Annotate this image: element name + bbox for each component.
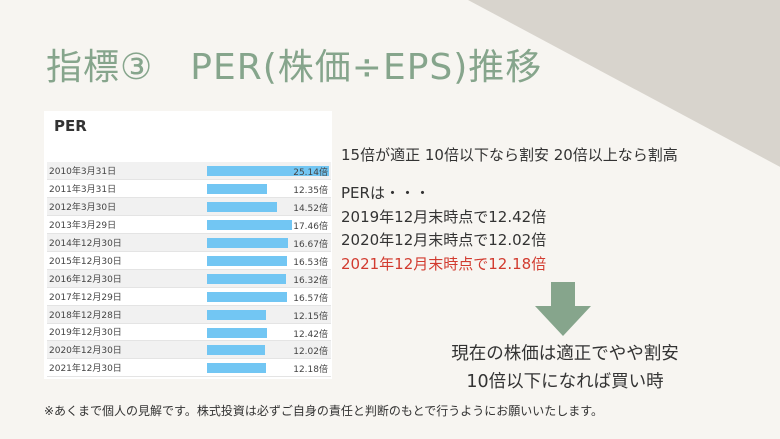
per-table: 2010年3月31日 25.14倍 2011年3月31日 12.35倍 2012年3月3…: [47, 162, 331, 378]
per-row-bar-cell: 16.53倍: [205, 251, 331, 270]
per-value-label: 12.35倍: [293, 186, 328, 197]
per-row-bar-cell: 14.52倍: [205, 197, 331, 217]
down-arrow-icon: [535, 282, 591, 336]
per-row-date: 2013年3月29日: [47, 215, 205, 235]
per-bar: [207, 273, 287, 284]
per-row-bar-cell: 25.14倍: [205, 162, 331, 181]
per-row-date: 2020年12月30日: [47, 340, 205, 360]
per-table-row: 2013年3月29日 17.46倍: [47, 215, 331, 235]
per-row-date: 2015年12月30日: [47, 251, 205, 270]
conclusion: 現在の株価は適正でやや割安 10倍以下になれば買い時: [400, 340, 730, 396]
per-table-row: 2018年12月28日 12.15倍: [47, 305, 331, 324]
per-row-bar-cell: 12.42倍: [205, 323, 331, 342]
per-bar: [207, 345, 266, 356]
per-row-bar-cell: 16.32倍: [205, 269, 331, 288]
per-row-date: 2012年3月30日: [47, 197, 205, 217]
per-table-row: 2015年12月30日 16.53倍: [47, 251, 331, 270]
per-value-label: 16.32倍: [293, 275, 328, 286]
per-row-bar-cell: 12.02倍: [205, 340, 331, 360]
per-row-date: 2021年12月30日: [47, 358, 205, 378]
per-table-row: 2020年12月30日 12.02倍: [47, 340, 331, 360]
per-table-row: 2021年12月30日 12.18倍: [47, 358, 331, 378]
per-table-row: 2011年3月31日 12.35倍: [47, 179, 331, 199]
per-table-row: 2014年12月30日 16.67倍: [47, 233, 331, 252]
per-2020: 2020年12月末時点で12.02倍: [341, 231, 547, 249]
per-value-label: 16.57倍: [293, 293, 328, 304]
conclusion-line-1: 現在の株価は適正でやや割安: [451, 344, 679, 364]
per-table-heading: PER: [54, 117, 87, 135]
per-table-row: 2012年3月30日 14.52倍: [47, 197, 331, 217]
per-table-row: 2019年12月30日 12.42倍: [47, 323, 331, 342]
per-row-date: 2016年12月30日: [47, 269, 205, 288]
per-row-bar-cell: 17.46倍: [205, 215, 331, 235]
per-value-label: 12.02倍: [293, 347, 328, 358]
per-2021-highlight: 2021年12月末時点で12.18倍: [341, 254, 547, 273]
per-row-bar-cell: 12.18倍: [205, 358, 331, 378]
per-value-label: 12.18倍: [293, 365, 328, 376]
per-row-bar-cell: 16.57倍: [205, 287, 331, 306]
per-bar: [207, 220, 292, 231]
per-value-label: 16.53倍: [293, 257, 328, 268]
disclaimer: ※あくまで個人の見解です。株式投資は必ずご自身の責任と判断のもとで行うようにお願…: [44, 404, 604, 418]
per-row-bar-cell: 16.67倍: [205, 233, 331, 252]
per-value-label: 12.42倍: [293, 329, 328, 340]
per-bar: [207, 309, 266, 320]
per-bar: [207, 255, 288, 266]
per-value-label: 12.15倍: [293, 311, 328, 322]
per-table-row: 2017年12月29日 16.57倍: [47, 287, 331, 306]
per-bar: [207, 202, 278, 213]
per-row-date: 2017年12月29日: [47, 287, 205, 306]
per-bar: [207, 166, 329, 176]
per-value-label: 14.52倍: [293, 204, 328, 215]
per-value-label: 17.46倍: [293, 222, 328, 233]
per-row-date: 2018年12月28日: [47, 305, 205, 324]
per-value-label: 16.67倍: [293, 240, 328, 251]
per-row-bar-cell: 12.35倍: [205, 179, 331, 199]
per-guideline: 15倍が適正 10倍以下なら割安 20倍以上なら割高: [341, 146, 678, 164]
per-bar: [207, 238, 288, 249]
per-bar: [207, 184, 267, 195]
per-summary: PERは・・・ 2019年12月末時点で12.42倍 2020年12月末時点で1…: [341, 182, 546, 276]
per-row-date: 2011年3月31日: [47, 179, 205, 199]
per-intro: PERは・・・: [341, 184, 430, 202]
per-table-row: 2016年12月30日 16.32倍: [47, 269, 331, 288]
conclusion-line-2: 10倍以下になれば買い時: [466, 372, 664, 392]
per-table-row: 2010年3月31日 25.14倍: [47, 162, 331, 181]
per-table-panel: PER 2010年3月31日 25.14倍 2011年3月31日 12.35倍 2012…: [44, 111, 332, 379]
per-bar: [207, 327, 268, 338]
per-bar: [207, 363, 267, 374]
per-value-label: 25.14倍: [293, 168, 328, 178]
per-bar: [207, 291, 288, 302]
per-row-date: 2010年3月31日: [47, 162, 205, 181]
per-row-bar-cell: 12.15倍: [205, 305, 331, 324]
per-row-date: 2014年12月30日: [47, 233, 205, 252]
slide-title: 指標③ PER(株価÷EPS)推移: [46, 47, 543, 88]
per-row-date: 2019年12月30日: [47, 323, 205, 342]
per-2019: 2019年12月末時点で12.42倍: [341, 207, 547, 226]
